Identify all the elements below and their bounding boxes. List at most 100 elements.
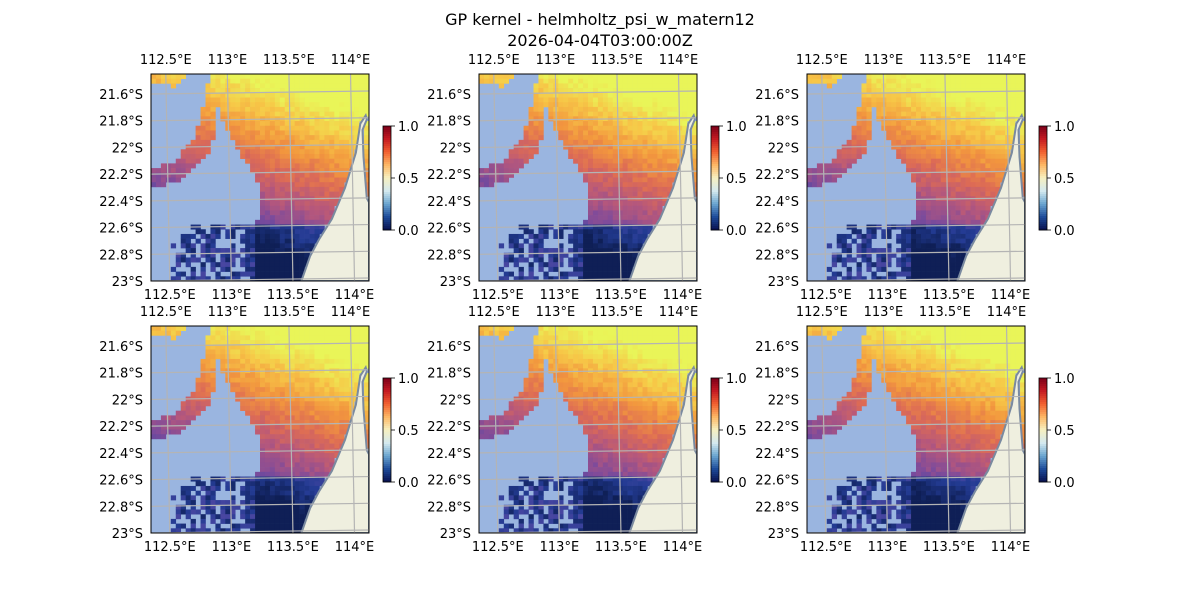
field-cell — [165, 177, 172, 183]
field-cell — [612, 238, 619, 244]
field-cell — [846, 257, 852, 263]
field-cell — [637, 83, 643, 89]
field-cell — [245, 92, 251, 98]
field-cell — [970, 121, 976, 127]
field-cell — [235, 340, 241, 346]
field-cell — [200, 153, 206, 159]
colorbar-segment — [383, 128, 391, 131]
field-cell — [1000, 139, 1006, 145]
field-cell — [607, 139, 614, 145]
field-cell — [573, 106, 579, 112]
x-tick-label-top: 113.5°E — [591, 53, 643, 68]
field-cell — [940, 172, 947, 178]
field-cell — [682, 111, 688, 117]
field-cell — [225, 481, 231, 487]
field-cell — [284, 509, 291, 515]
colorbar-segment — [383, 180, 391, 183]
field-cell — [284, 111, 291, 117]
field-cell — [568, 149, 574, 155]
field-cell — [657, 177, 663, 183]
field-cell — [995, 102, 1001, 108]
field-cell — [314, 434, 320, 440]
field-cell — [274, 88, 281, 94]
field-cell — [180, 158, 186, 164]
field-cell — [304, 344, 310, 350]
field-cell — [607, 262, 614, 268]
field-cell — [543, 88, 549, 94]
field-cell — [911, 219, 917, 225]
field-cell — [304, 111, 310, 117]
field-cell — [637, 238, 643, 244]
gridline-meridian — [288, 74, 294, 281]
field-cell — [155, 434, 162, 440]
y-tick-label: 22.8°S — [755, 248, 799, 263]
field-cell — [339, 106, 345, 112]
field-cell — [329, 111, 335, 117]
field-cell — [195, 410, 201, 416]
colorbar-segment — [1039, 154, 1047, 157]
field-cell — [886, 92, 892, 98]
field-cell — [960, 144, 966, 150]
field-cell — [324, 373, 330, 379]
colorbar-segment — [383, 436, 391, 439]
field-cell — [588, 163, 594, 169]
field-cell — [215, 97, 221, 103]
field-cell — [602, 172, 609, 178]
field-cell — [498, 83, 505, 89]
field-cell — [245, 326, 251, 331]
field-cell — [324, 92, 330, 98]
field-cell — [349, 349, 355, 355]
field-cell — [354, 92, 360, 98]
y-tick-label: 21.8°S — [99, 367, 143, 382]
field-cell — [652, 172, 658, 178]
field-cell — [180, 168, 186, 174]
field-cell — [642, 111, 648, 117]
field-cell — [1000, 144, 1006, 150]
field-cell — [652, 139, 658, 145]
field-cell — [284, 495, 291, 501]
field-cell — [682, 97, 688, 103]
field-cell — [289, 92, 295, 98]
field-cell — [597, 186, 604, 192]
colorbar: 0.00.51.0 — [1038, 120, 1075, 239]
field-cell — [260, 438, 266, 444]
field-cell — [523, 125, 529, 131]
field-cell — [304, 481, 310, 487]
field-cell — [861, 248, 867, 254]
field-cell — [627, 233, 633, 239]
field-cell — [260, 523, 266, 529]
field-cell — [622, 266, 628, 272]
field-cell — [573, 149, 579, 155]
field-cell — [642, 135, 648, 141]
field-cell — [672, 116, 678, 122]
field-cell — [279, 252, 286, 258]
field-cell — [980, 102, 986, 108]
field-cell — [279, 74, 286, 79]
field-cell — [543, 262, 549, 268]
field-cell — [255, 373, 261, 379]
gridline-meridian — [288, 326, 294, 533]
field-cell — [856, 111, 862, 117]
field-cell — [260, 229, 266, 235]
field-cell — [960, 111, 966, 117]
field-cell — [289, 168, 295, 174]
field-cell — [990, 182, 996, 188]
field-cell — [901, 238, 907, 244]
field-cell — [682, 130, 688, 136]
field-cell — [279, 78, 286, 84]
colorbar-segment — [383, 184, 391, 187]
field-cell — [920, 252, 927, 258]
field-cell — [269, 401, 276, 407]
colorbar-segment — [383, 384, 391, 387]
colorbar-tick-label: 0.0 — [398, 476, 419, 491]
field-cell — [151, 434, 157, 440]
field-cell — [364, 424, 369, 430]
field-cell — [573, 252, 579, 258]
field-cell — [289, 391, 295, 397]
field-cell — [294, 354, 300, 360]
field-cell — [602, 233, 609, 239]
field-cell — [240, 125, 246, 131]
field-cell — [319, 429, 325, 435]
field-cell — [215, 326, 221, 331]
field-cell — [334, 106, 340, 112]
